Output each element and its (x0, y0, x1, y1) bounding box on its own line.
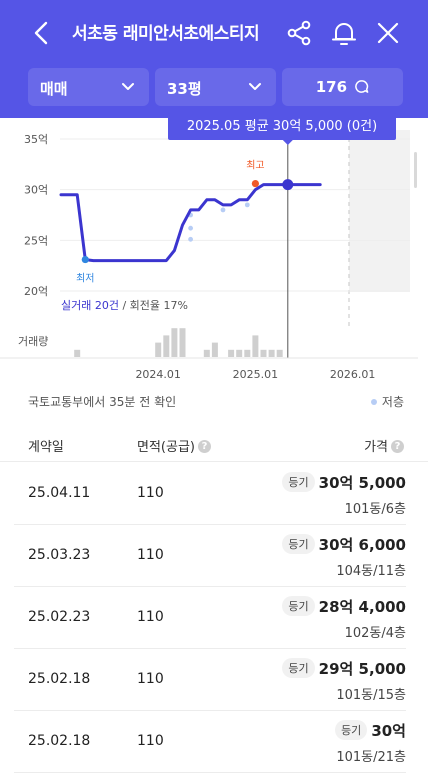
row-area: 110 (137, 547, 164, 563)
high-point (251, 179, 259, 188)
legend-dot (370, 398, 377, 405)
header-price: 가격? (364, 436, 404, 455)
row-area: 110 (137, 671, 164, 687)
table-row[interactable]: 25.02.18 110 등기 30억 101동/21층 (14, 711, 406, 773)
table-row[interactable]: 25.04.11 110 등기 30억 5,000 101동/6층 (14, 463, 406, 525)
comment-icon (355, 80, 369, 93)
row-date: 25.03.23 (28, 547, 91, 563)
row-price: 30억 5,000 (318, 474, 406, 492)
comment-count: 176 (315, 78, 348, 96)
volume-bar (244, 349, 251, 357)
low-point (81, 255, 89, 264)
volume-bar (211, 342, 218, 357)
low-label: 최저 (76, 273, 94, 285)
high-label: 최고 (246, 160, 264, 172)
row-unit: 101동/15층 (336, 688, 406, 703)
x-tick-label: 2026.01 (330, 368, 376, 381)
chevron-down-icon (122, 83, 134, 90)
volume-bar (163, 335, 170, 357)
volume-bar (236, 349, 243, 357)
registered-badge: 등기 (282, 595, 315, 616)
row-price: 30억 (371, 722, 406, 740)
row-unit: 104동/11층 (336, 564, 406, 579)
header-date: 계약일 (28, 440, 64, 455)
row-area: 110 (137, 485, 164, 501)
registered-badge: 등기 (282, 471, 315, 492)
scatter-point (188, 225, 194, 231)
row-price: 29억 5,000 (318, 660, 406, 678)
top-bar: 서초동 래미안서초에스티지 (0, 0, 428, 64)
volume-bar (268, 349, 275, 357)
y-tick-label: 20억 (24, 285, 48, 298)
row-unit: 101동/6층 (344, 502, 406, 517)
trade-summary: 실거래 20건 / 회전율 17% (61, 299, 188, 312)
row-date: 25.02.18 (28, 671, 91, 687)
area-dropdown[interactable]: 33평 (155, 68, 276, 106)
help-icon[interactable]: ? (197, 440, 211, 453)
comments-button[interactable]: 176 (282, 68, 403, 106)
help-icon[interactable]: ? (391, 440, 404, 453)
volume-bar (203, 349, 210, 357)
table-row[interactable]: 25.03.23 110 등기 30억 6,000 104동/11층 (14, 525, 406, 587)
tooltip-pointer (282, 140, 293, 145)
share-icon[interactable] (285, 19, 313, 47)
y-tick-label: 35억 (24, 133, 48, 146)
info-row: 국토교통부에서 35분 전 확인 저층 (0, 388, 428, 416)
close-icon[interactable] (374, 19, 402, 47)
scatter-point (188, 236, 194, 242)
row-unit: 102동/4층 (344, 626, 406, 641)
volume-bar (276, 349, 283, 357)
registered-badge: 등기 (335, 719, 368, 740)
area-label: 33평 (167, 80, 202, 98)
chevron-down-icon (249, 83, 261, 90)
x-tick-label: 2024.01 (135, 368, 181, 381)
selected-point (282, 179, 294, 191)
row-date: 25.02.18 (28, 733, 91, 749)
volume-label: 거래량 (18, 335, 48, 348)
row-date: 25.04.11 (28, 485, 91, 501)
scatter-point (220, 207, 226, 213)
volume-bar (260, 349, 267, 357)
table-row[interactable]: 25.02.18 110 등기 29억 5,000 101동/15층 (14, 649, 406, 711)
table-header: 계약일 면적(공급)? 가격? (0, 428, 428, 462)
volume-bar (228, 349, 235, 357)
row-area: 110 (137, 733, 164, 749)
header-area-label: 면적(공급) (137, 440, 195, 455)
volume-bar (155, 342, 162, 357)
header-price-label: 가격 (364, 440, 388, 455)
future-area (349, 130, 410, 292)
registered-badge: 등기 (282, 533, 315, 554)
trade-type-label: 매매 (40, 80, 68, 98)
header-area: 면적(공급)? (137, 436, 211, 455)
data-source-text: 국토교통부에서 35분 전 확인 (28, 395, 177, 409)
page-title: 서초동 래미안서초에스티지 (72, 24, 260, 44)
price-line (59, 183, 322, 263)
chart-tooltip: 2025.05 평균 30억 5,000 (0건) (168, 113, 396, 140)
volume-bar (74, 349, 81, 357)
chart-scrollbar (414, 152, 417, 188)
trade-type-dropdown[interactable]: 매매 (28, 68, 149, 106)
bell-icon[interactable] (330, 19, 358, 47)
legend-label: 저층 (381, 395, 404, 409)
scatter-point (244, 202, 250, 208)
volume-bar (252, 335, 259, 357)
volume-bar (171, 328, 178, 357)
row-date: 25.02.23 (28, 609, 91, 625)
registered-badge: 등기 (282, 657, 315, 678)
y-tick-label: 25억 (24, 234, 48, 247)
row-price: 28억 4,000 (318, 598, 406, 616)
table-row[interactable]: 25.02.23 110 등기 28억 4,000 102동/4층 (14, 587, 406, 649)
volume-bar (179, 328, 186, 357)
x-tick-label: 2025.01 (233, 368, 279, 381)
app-header: 서초동 래미안서초에스티지 매매 33평 176 (0, 0, 428, 118)
y-tick-label: 30억 (24, 184, 48, 197)
row-unit: 101동/21층 (336, 750, 406, 765)
legend-low-floor: 저층 (370, 393, 404, 410)
back-arrow-icon[interactable] (30, 20, 54, 46)
row-area: 110 (137, 609, 164, 625)
row-price: 30억 6,000 (318, 536, 406, 554)
